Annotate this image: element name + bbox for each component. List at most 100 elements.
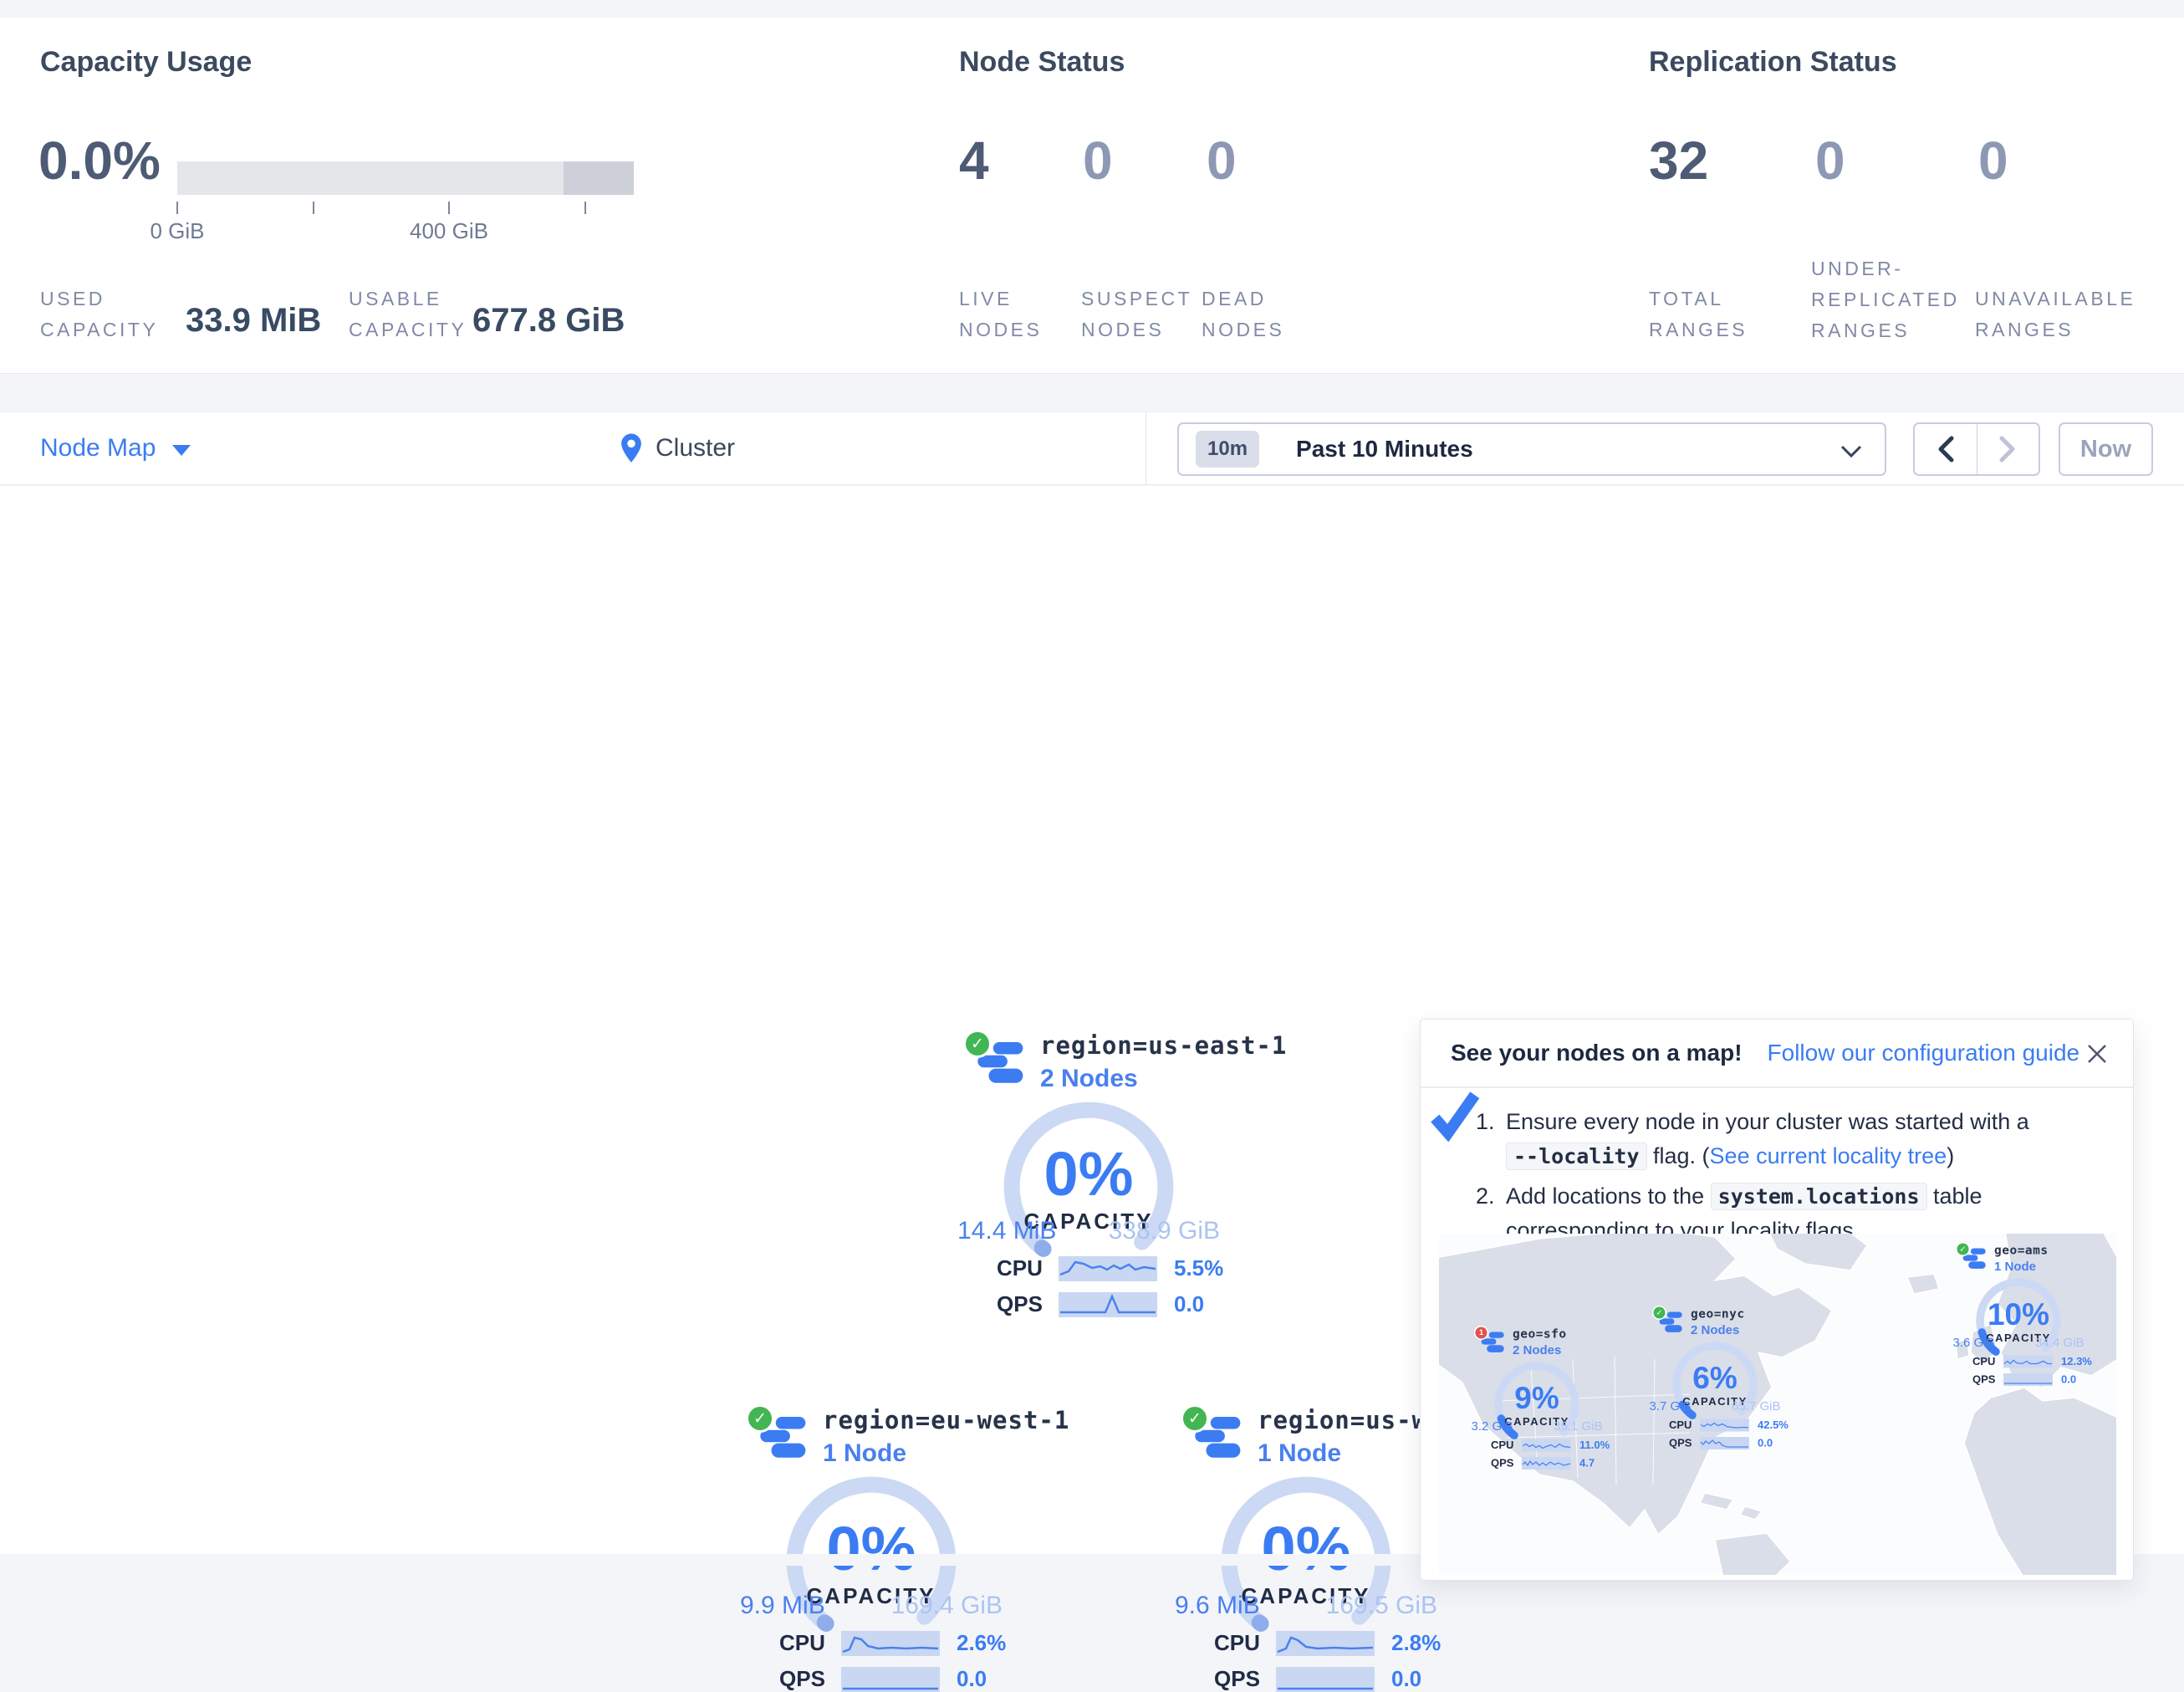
- capacity-percent: 10%: [1987, 1296, 2050, 1332]
- geo-node-count: 2 Nodes: [1513, 1343, 1562, 1357]
- geo-node-count: 1 Node: [1994, 1260, 2037, 1274]
- time-step-forward-button[interactable]: [1977, 424, 2039, 474]
- healthy-badge-icon: ✓: [1181, 1404, 1209, 1433]
- system-locations-code: system.locations: [1710, 1183, 1927, 1210]
- region-node-count: 1 Node: [823, 1439, 907, 1467]
- capacity-axis-tick: [448, 202, 450, 214]
- qps-value: 0.0: [1391, 1666, 1422, 1691]
- qps-sparkline: [1276, 1666, 1375, 1692]
- cluster-summary-panel: Capacity Usage 0.0% 0 GiB 400 GiB USED C…: [0, 18, 2184, 374]
- capacity-label: CAPACITY: [1504, 1414, 1569, 1428]
- qps-sparkline: [1059, 1291, 1157, 1317]
- breadcrumb[interactable]: Cluster: [619, 412, 735, 484]
- total-capacity: 34.4 GiB: [2035, 1336, 2084, 1350]
- capacity-label: CAPACITY: [1986, 1331, 2051, 1344]
- geo-node-nyc: ✓ geo=nyc 2 Nodes: [1635, 1306, 1794, 1449]
- breadcrumb-label: Cluster: [656, 434, 736, 462]
- used-capacity-value: 33.9 MiB: [186, 302, 322, 339]
- used-capacity: 3.2 GiB: [1471, 1419, 1513, 1434]
- config-step-1: 1. Ensure every node in your cluster was…: [1476, 1105, 2098, 1173]
- qps-value: 0.0: [1758, 1436, 1773, 1449]
- total-ranges-label: TOTAL RANGES: [1649, 288, 1748, 340]
- view-selector-dropdown[interactable]: Node Map: [40, 412, 191, 484]
- step-text: Add locations to the: [1506, 1183, 1711, 1209]
- qps-sparkline: [1522, 1456, 1571, 1470]
- time-range-badge: 10m: [1196, 431, 1260, 468]
- healthy-badge-icon: ✓: [746, 1404, 774, 1433]
- map-configuration-popup: See your nodes on a map! Follow our conf…: [1420, 1019, 2134, 1581]
- time-step-back-button[interactable]: [1915, 424, 1977, 474]
- locality-tree-link[interactable]: See current locality tree: [1709, 1142, 1947, 1168]
- unavailable-ranges-label: UNAVAILABLE RANGES: [1975, 288, 2136, 340]
- qps-label: QPS: [1491, 1456, 1514, 1470]
- used-capacity: 9.6 MiB: [1175, 1592, 1260, 1619]
- chevron-left-icon: [1938, 436, 1954, 463]
- used-capacity-label: USED CAPACITY: [40, 288, 159, 340]
- cpu-value: 42.5%: [1758, 1419, 1789, 1431]
- replication-status-title: Replication Status: [1649, 46, 1897, 78]
- cpu-value: 12.3%: [2061, 1355, 2092, 1367]
- config-step-2: 2. Add locations to the system.locations…: [1476, 1179, 2098, 1247]
- capacity-label: CAPACITY: [1023, 1208, 1154, 1234]
- location-pin-icon: [621, 433, 641, 463]
- step-text: ): [1947, 1142, 1955, 1168]
- qps-value: 0.0: [2061, 1373, 2077, 1386]
- configuration-guide-link[interactable]: Follow our configuration guide: [1767, 1040, 2080, 1066]
- usable-capacity-label: USABLE CAPACITY: [349, 288, 467, 340]
- live-nodes-label: LIVE NODES: [959, 288, 1043, 340]
- capacity-percent: 9%: [1514, 1380, 1559, 1415]
- chevron-right-icon: [1999, 436, 2015, 463]
- capacity-label: CAPACITY: [1682, 1394, 1748, 1408]
- capacity-percent: 0%: [1261, 1514, 1351, 1583]
- dead-nodes-label: DEAD NODES: [1202, 288, 1285, 340]
- cpu-sparkline: [1522, 1439, 1571, 1452]
- used-capacity: 9.9 MiB: [740, 1592, 825, 1619]
- capacity-usage-title: Capacity Usage: [40, 46, 253, 78]
- total-ranges-value: 32: [1649, 130, 1709, 191]
- region-node-eu-west-1[interactable]: ✓ region=eu-west-1 1 Node 0: [712, 1404, 1069, 1692]
- geo-node-count: 2 Nodes: [1691, 1323, 1740, 1337]
- under-replicated-ranges-value: 0: [1815, 130, 1845, 191]
- cpu-sparkline: [1700, 1419, 1749, 1432]
- live-nodes-value: 4: [959, 130, 989, 191]
- region-node-us-west-1[interactable]: ✓ region=us-west-1 1 Node 0: [1147, 1404, 1503, 1692]
- total-capacity: 169.4 GiB: [890, 1592, 1003, 1619]
- qps-value: 4.7: [1579, 1456, 1595, 1470]
- qps-label: QPS: [1669, 1436, 1692, 1449]
- time-step-controls: [1913, 422, 2040, 476]
- qps-label: QPS: [997, 1291, 1043, 1316]
- capacity-percent: 0%: [826, 1514, 916, 1583]
- region-node-count: 2 Nodes: [1040, 1065, 1138, 1092]
- select-chevron-icon: [1840, 445, 1862, 458]
- step-text: flag. (: [1646, 1142, 1710, 1168]
- nodes-icon: [1195, 1416, 1241, 1458]
- dead-nodes-value: 0: [1207, 130, 1237, 191]
- used-capacity: 3.6 GiB: [1952, 1336, 1995, 1350]
- total-capacity: 338.9 GiB: [1108, 1217, 1220, 1245]
- step-number: 1.: [1476, 1109, 1495, 1134]
- nodes-icon: [760, 1416, 806, 1458]
- capacity-percent: 6%: [1692, 1360, 1738, 1395]
- region-node-us-east-1[interactable]: ✓ region=us-east-1 2 Nodes: [930, 1030, 1286, 1317]
- node-map-canvas: ✓ region=us-east-1 2 Nodes: [0, 486, 2184, 1692]
- nodes-icon: [1481, 1332, 1504, 1352]
- popup-title: See your nodes on a map!: [1451, 1040, 1743, 1066]
- capacity-gauge: [1976, 1278, 2061, 1363]
- healthy-badge-icon: ✓: [1956, 1242, 1970, 1256]
- total-capacity: 169.5 GiB: [1325, 1592, 1437, 1619]
- nodes-icon: [977, 1041, 1023, 1083]
- region-name: region=us-east-1: [1040, 1031, 1288, 1060]
- qps-sparkline: [841, 1666, 940, 1692]
- region-node-count: 1 Node: [1258, 1439, 1342, 1467]
- capacity-axis-tick: [176, 202, 178, 214]
- time-range-selector[interactable]: 10m Past 10 Minutes: [1177, 422, 1886, 476]
- used-capacity: 3.7 GiB: [1649, 1399, 1692, 1413]
- cpu-value: 11.0%: [1579, 1439, 1610, 1451]
- map-toolbar: Node Map Cluster 10m Past 10 Minutes Now: [0, 411, 2184, 485]
- now-button[interactable]: Now: [2059, 422, 2153, 476]
- capacity-gauge: [1003, 1102, 1174, 1272]
- view-selector-label: Node Map: [40, 434, 156, 462]
- example-node-map-image: 1 geo=sfo 2 Nodes: [1439, 1234, 2116, 1575]
- cpu-label: CPU: [997, 1255, 1043, 1281]
- close-icon[interactable]: [2084, 1041, 2110, 1066]
